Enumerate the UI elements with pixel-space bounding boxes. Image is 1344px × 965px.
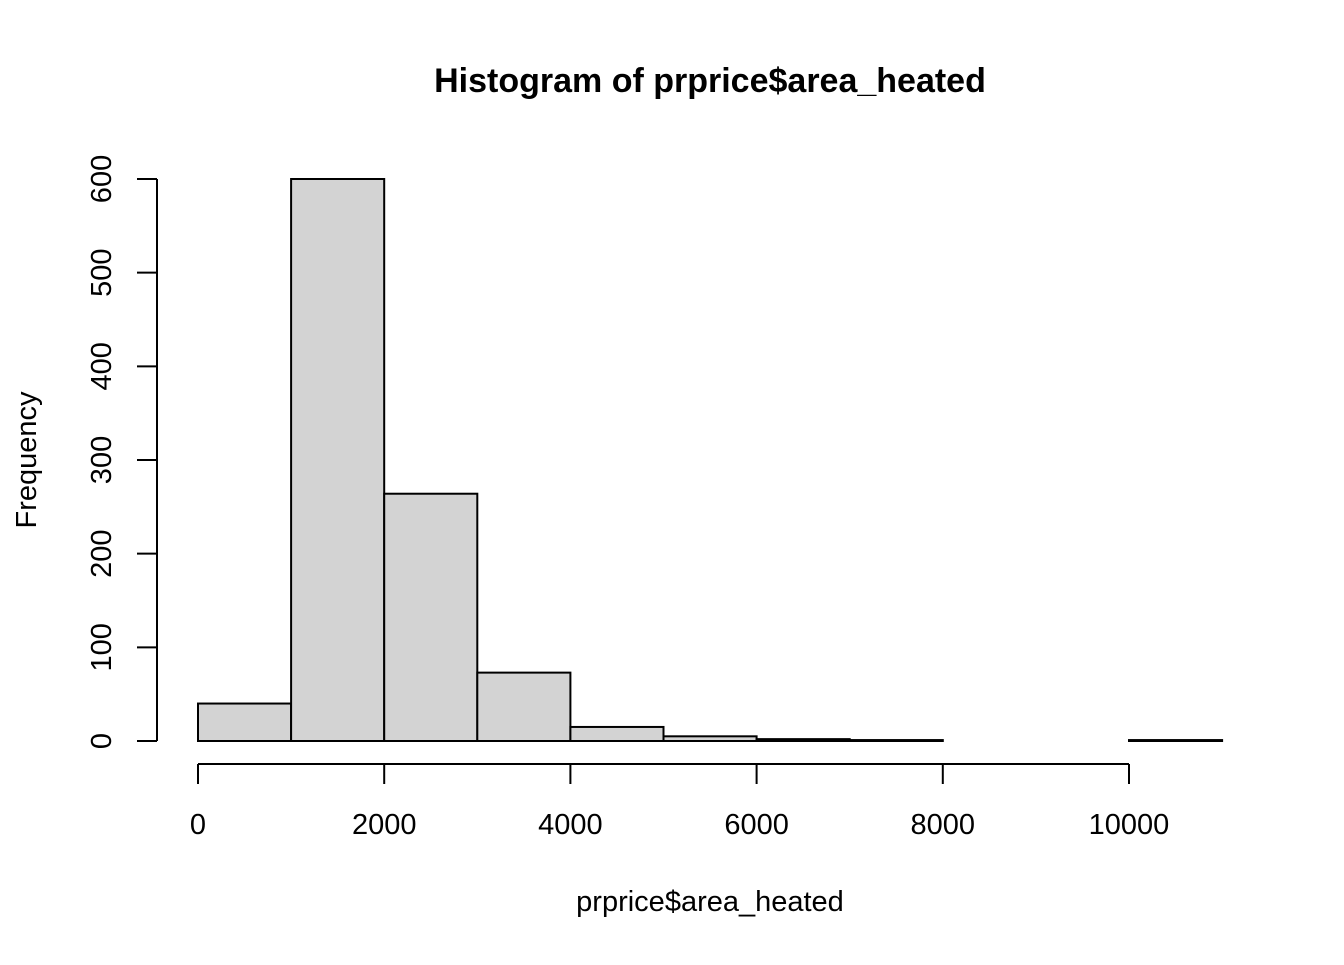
y-tick-label-2: 200: [86, 529, 118, 577]
y-axis: 0 100 200 300 400 500 600: [86, 155, 158, 749]
x-tick-label-2: 4000: [538, 809, 603, 841]
histogram-bar-0: [197, 702, 293, 742]
histogram-bar-6: [755, 738, 851, 742]
x-axis-label: prprice$area_heated: [576, 886, 844, 918]
bars-group: [197, 178, 1224, 743]
histogram-bar-1: [290, 178, 386, 742]
y-axis-label: Frequency: [11, 391, 43, 529]
histogram-bar-4: [569, 725, 665, 743]
x-axis: 0 2000 4000 6000 8000 10000: [190, 763, 1170, 841]
x-tick-label-5: 10000: [1089, 809, 1170, 841]
y-tick-label-3: 300: [86, 436, 118, 484]
histogram-bar-3: [476, 671, 572, 743]
y-tick-label-5: 500: [86, 248, 118, 296]
x-tick-label-4: 8000: [911, 809, 976, 841]
y-tick-label-0: 0: [86, 733, 118, 749]
chart-title: Histogram of prprice$area_heated: [434, 62, 986, 100]
histogram-bar-10: [1128, 739, 1224, 743]
histogram-bar-2: [383, 492, 479, 742]
y-tick-label-4: 400: [86, 342, 118, 390]
x-tick-label-3: 6000: [724, 809, 789, 841]
x-tick-label-1: 2000: [352, 809, 417, 841]
y-tick-label-1: 100: [86, 623, 118, 671]
histogram-bar-7: [848, 739, 944, 743]
y-tick-label-6: 600: [86, 155, 118, 203]
x-tick-label-0: 0: [190, 809, 206, 841]
histogram-bar-5: [662, 735, 758, 742]
